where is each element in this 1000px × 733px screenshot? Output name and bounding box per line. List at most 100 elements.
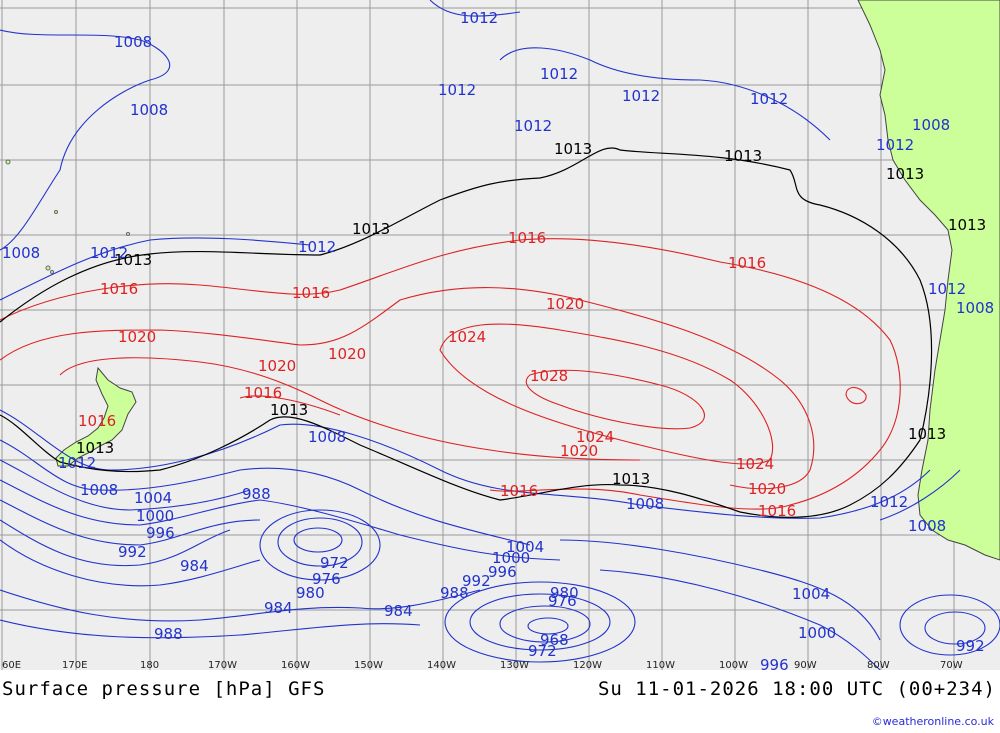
svg-text:1012: 1012	[460, 9, 498, 27]
svg-text:996: 996	[488, 563, 517, 581]
svg-text:976: 976	[548, 592, 577, 610]
svg-text:1024: 1024	[576, 428, 614, 446]
svg-text:1013: 1013	[948, 216, 986, 234]
svg-text:110W: 110W	[646, 660, 675, 670]
svg-text:1000: 1000	[798, 624, 836, 642]
svg-text:1012: 1012	[514, 117, 552, 135]
svg-text:980: 980	[296, 584, 325, 602]
svg-text:1012: 1012	[750, 90, 788, 108]
svg-text:1016: 1016	[100, 280, 138, 298]
svg-text:1013: 1013	[886, 165, 924, 183]
pacific-islands	[5, 159, 130, 274]
longitude-axis: 60E 170E 180 170W 160W 150W 140W 130W 12…	[2, 660, 963, 670]
svg-text:1020: 1020	[546, 295, 584, 313]
graticule	[0, 0, 1000, 670]
low-isobar-labels: 1012 1008 1008 1012 1012 1012 1012 1012 …	[2, 9, 994, 670]
high-isobar-labels: 1016 1016 1016 1016 1020 1020 1020 1020 …	[78, 229, 796, 520]
svg-text:1004: 1004	[792, 585, 830, 603]
map-footer: Surface pressure [hPa] GFS Su 11-01-2026…	[0, 670, 1000, 733]
svg-text:1004: 1004	[506, 538, 544, 556]
svg-text:992: 992	[462, 572, 491, 590]
svg-text:1008: 1008	[80, 481, 118, 499]
credit-link[interactable]: ©weatheronline.co.uk	[871, 715, 994, 728]
valid-time: Su 11-01-2026 18:00 UTC (00+234)	[597, 678, 996, 700]
new-zealand-land	[55, 366, 137, 467]
svg-text:130W: 130W	[500, 660, 529, 670]
svg-text:1012: 1012	[58, 454, 96, 472]
svg-text:992: 992	[118, 543, 147, 561]
svg-text:1004: 1004	[134, 489, 172, 507]
svg-text:1008: 1008	[912, 116, 950, 134]
svg-text:150W: 150W	[354, 660, 383, 670]
svg-text:984: 984	[180, 557, 209, 575]
high-pressure-isobars	[0, 238, 901, 510]
svg-text:1020: 1020	[560, 442, 598, 460]
svg-text:1020: 1020	[328, 345, 366, 363]
svg-text:1012: 1012	[928, 280, 966, 298]
svg-text:972: 972	[320, 554, 349, 572]
svg-text:160W: 160W	[281, 660, 310, 670]
svg-text:1012: 1012	[876, 136, 914, 154]
svg-text:1016: 1016	[728, 254, 766, 272]
svg-text:1016: 1016	[500, 482, 538, 500]
svg-text:1000: 1000	[136, 507, 174, 525]
svg-text:988: 988	[440, 584, 469, 602]
pressure-map: 1012 1008 1008 1012 1012 1012 1012 1012 …	[0, 0, 1000, 670]
svg-text:1008: 1008	[308, 428, 346, 446]
svg-text:1000: 1000	[492, 549, 530, 567]
svg-text:120W: 120W	[573, 660, 602, 670]
svg-text:976: 976	[312, 570, 341, 588]
svg-text:1012: 1012	[622, 87, 660, 105]
svg-text:1020: 1020	[118, 328, 156, 346]
svg-text:1012: 1012	[90, 244, 128, 262]
svg-text:1012: 1012	[298, 238, 336, 256]
low-pressure-isobars	[0, 0, 1000, 670]
svg-text:170W: 170W	[208, 660, 237, 670]
svg-text:1012: 1012	[870, 493, 908, 511]
svg-text:1016: 1016	[758, 502, 796, 520]
svg-text:1024: 1024	[448, 328, 486, 346]
mean-isobar-labels: 1013 1013 1013 1013 1013 1013 1013 1013 …	[76, 140, 986, 488]
svg-text:1013: 1013	[270, 401, 308, 419]
svg-text:980: 980	[550, 584, 579, 602]
svg-text:1013: 1013	[724, 147, 762, 165]
svg-text:988: 988	[154, 625, 183, 643]
svg-text:984: 984	[264, 599, 293, 617]
svg-text:1008: 1008	[908, 517, 946, 535]
svg-text:1008: 1008	[626, 495, 664, 513]
svg-text:1008: 1008	[114, 33, 152, 51]
svg-text:80W: 80W	[867, 660, 890, 670]
svg-text:1013: 1013	[352, 220, 390, 238]
svg-text:1013: 1013	[908, 425, 946, 443]
svg-text:1016: 1016	[244, 384, 282, 402]
svg-text:170E: 170E	[62, 660, 87, 670]
svg-text:984: 984	[384, 602, 413, 620]
mean-1013-isobar	[0, 147, 933, 518]
svg-text:1013: 1013	[554, 140, 592, 158]
svg-text:996: 996	[760, 656, 789, 670]
svg-text:1008: 1008	[956, 299, 994, 317]
svg-text:972: 972	[528, 642, 557, 660]
svg-text:1013: 1013	[114, 251, 152, 269]
svg-text:1028: 1028	[530, 367, 568, 385]
svg-text:60E: 60E	[2, 660, 21, 670]
svg-text:100W: 100W	[719, 660, 748, 670]
svg-text:90W: 90W	[794, 660, 817, 670]
svg-text:1016: 1016	[292, 284, 330, 302]
svg-text:140W: 140W	[427, 660, 456, 670]
svg-text:1024: 1024	[736, 455, 774, 473]
svg-text:1008: 1008	[130, 101, 168, 119]
svg-text:1012: 1012	[438, 81, 476, 99]
map-title: Surface pressure [hPa] GFS	[2, 678, 326, 700]
svg-text:1020: 1020	[258, 357, 296, 375]
svg-text:988: 988	[242, 485, 271, 503]
svg-text:1016: 1016	[508, 229, 546, 247]
south-america-land	[857, 0, 1000, 561]
svg-text:968: 968	[540, 631, 569, 649]
svg-text:1016: 1016	[78, 412, 116, 430]
svg-text:1020: 1020	[748, 480, 786, 498]
svg-text:996: 996	[146, 524, 175, 542]
svg-text:992: 992	[956, 637, 985, 655]
svg-text:70W: 70W	[940, 660, 963, 670]
svg-text:180: 180	[140, 660, 159, 670]
